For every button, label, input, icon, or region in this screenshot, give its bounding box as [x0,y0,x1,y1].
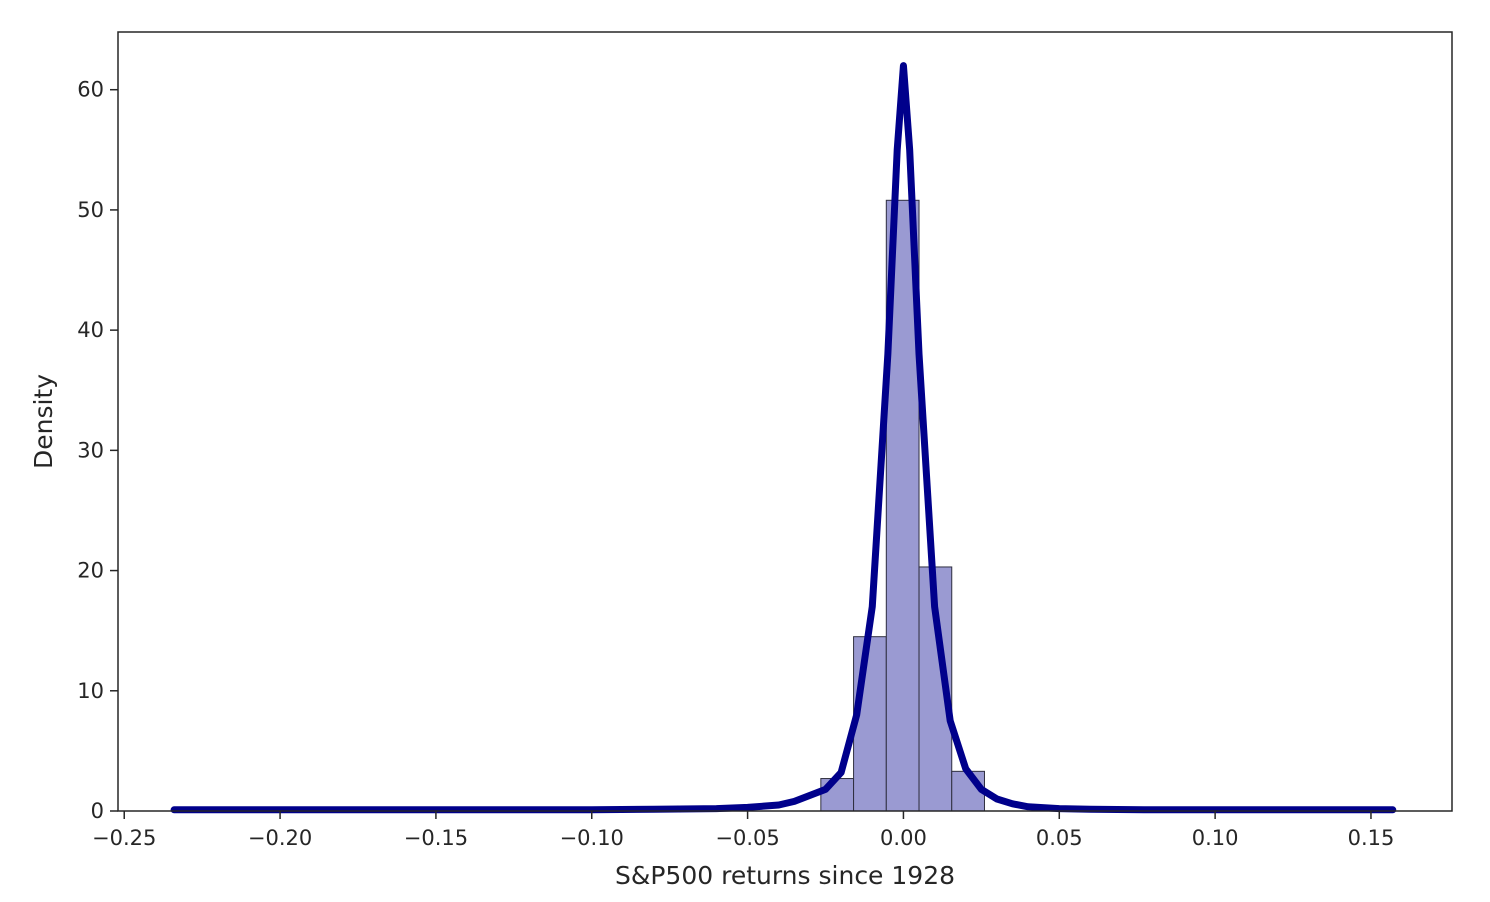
x-axis-title: S&P500 returns since 1928 [615,861,955,890]
x-tick-label: −0.20 [248,826,312,850]
y-axis: 0 10 20 30 40 50 60 [77,78,118,823]
histogram-bar [820,778,855,812]
plot-area [117,31,1453,814]
y-tick-label: 0 [91,799,104,823]
y-tick-label: 60 [77,78,104,102]
y-tick-label: 30 [77,438,104,462]
histogram-bar [853,636,887,812]
density-line [170,62,1397,814]
histogram-bars [820,199,985,812]
x-tick-label: 0.05 [1036,826,1083,850]
y-tick-label: 10 [77,679,104,703]
x-tick-label: −0.25 [92,826,156,850]
x-tick-label: 0.10 [1192,826,1239,850]
x-axis: −0.25 −0.20 −0.15 −0.10 −0.05 0.00 0.05 0.10 0.1… [92,811,1394,850]
y-axis-title: Density [29,374,58,469]
x-tick-label: −0.15 [404,826,468,850]
y-tick-label: 40 [77,318,104,342]
y-tick-label: 20 [77,559,104,583]
x-tick-label: 0.00 [880,826,927,850]
x-tick-label: −0.05 [715,826,779,850]
x-tick-label: −0.10 [560,826,624,850]
plot-frame [117,31,1453,812]
y-tick-label: 50 [77,198,104,222]
x-tick-label: 0.15 [1348,826,1395,850]
